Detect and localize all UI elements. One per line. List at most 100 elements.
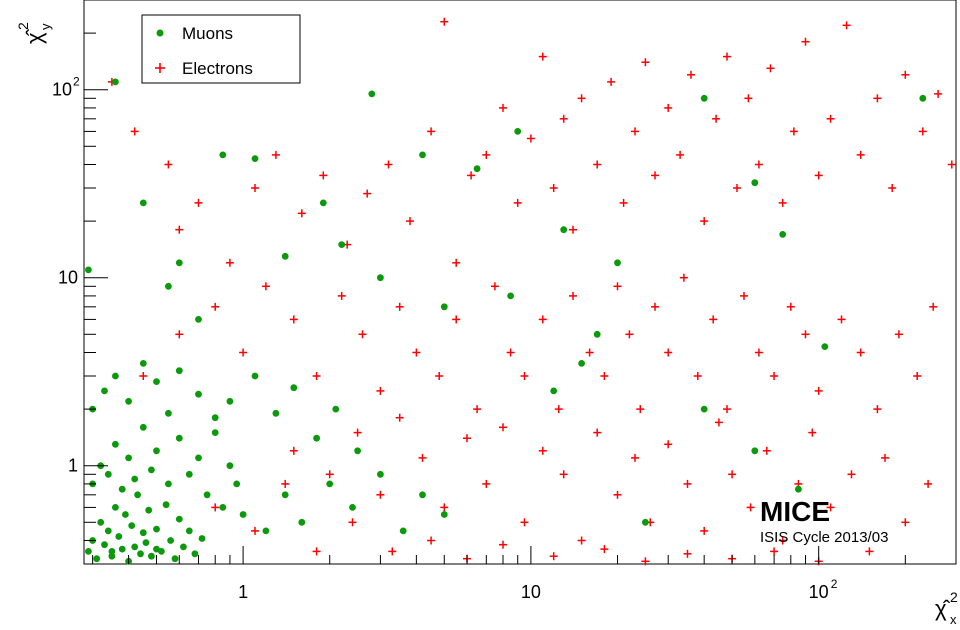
x-tick-label: 10: [809, 582, 829, 602]
svg-text:χ̂: χ̂: [935, 596, 951, 621]
electron-point: [888, 184, 897, 192]
electron-point: [506, 348, 515, 357]
muon-point: [167, 537, 175, 544]
x-axis-title: χ̂ 2 x: [935, 589, 958, 627]
electron-point: [856, 348, 865, 357]
muon-point: [700, 94, 708, 102]
muon-point: [104, 527, 112, 535]
electron-point: [577, 94, 586, 103]
electron-point: [289, 446, 298, 455]
electron-point: [924, 479, 933, 488]
electron-points: [107, 17, 956, 566]
electron-point: [593, 428, 602, 437]
y-axis-title: χ̂ 2 y: [15, 22, 53, 44]
muon-point: [137, 550, 144, 558]
electron-point: [778, 536, 787, 545]
muon-point: [93, 555, 101, 563]
electron-point: [384, 160, 393, 169]
muon-point: [112, 440, 119, 448]
electron-point: [363, 189, 372, 198]
electron-point: [766, 64, 775, 73]
muon-point: [290, 384, 298, 392]
electron-point: [554, 405, 563, 414]
electron-point: [651, 302, 659, 311]
muon-point: [198, 535, 206, 542]
muon-point: [134, 491, 142, 499]
muon-point: [185, 470, 193, 478]
muon-point: [338, 241, 346, 249]
y-axis-title-sub: y: [38, 23, 53, 30]
muon-point: [354, 447, 361, 455]
electron-point: [312, 372, 321, 380]
electron-point: [577, 536, 586, 545]
electron-point: [427, 127, 436, 136]
muon-point: [195, 316, 202, 323]
electron-point: [559, 114, 568, 123]
muon-point: [101, 387, 108, 395]
muon-point: [203, 491, 211, 499]
muon-point: [108, 552, 116, 560]
electron-point: [913, 372, 922, 380]
electron-point: [569, 225, 577, 234]
electron-point: [683, 549, 692, 558]
electron-point: [709, 315, 718, 324]
muon-point: [419, 491, 426, 499]
x-axis-title-sup: 2: [950, 589, 958, 605]
muon-point: [795, 485, 802, 493]
muon-point: [153, 525, 160, 533]
electron-point: [636, 405, 645, 414]
muon-point: [112, 78, 119, 86]
muon-point: [171, 555, 179, 563]
muon-point: [112, 504, 119, 511]
electron-point: [251, 526, 259, 535]
electron-point: [325, 470, 334, 479]
electron-point: [164, 160, 173, 169]
electron-point: [625, 330, 634, 339]
electron-point: [786, 302, 795, 311]
muon-point: [118, 485, 126, 493]
muon-point: [751, 179, 759, 187]
electron-point: [641, 557, 650, 566]
electron-point: [538, 315, 547, 324]
electron-point: [631, 127, 639, 136]
y-tick-label: 10: [58, 268, 78, 288]
muon-point: [319, 199, 327, 207]
electron-point: [376, 386, 385, 395]
electron-point: [613, 282, 622, 291]
electron-point: [376, 490, 385, 499]
electron-point: [770, 547, 779, 556]
y-axis-title-sup: 2: [15, 22, 31, 30]
muon-point: [131, 543, 139, 551]
y-tick-label-exponent: 2: [73, 75, 80, 89]
muon-point: [262, 527, 270, 535]
electron-point: [619, 198, 628, 207]
electron-point: [801, 330, 810, 339]
electron-point: [319, 171, 328, 180]
electron-point: [490, 282, 499, 291]
electron-point: [395, 302, 404, 311]
muon-point: [377, 274, 384, 282]
electron-point: [482, 479, 491, 488]
electron-point: [664, 103, 673, 112]
electron-point: [520, 372, 529, 380]
muon-point: [153, 545, 160, 553]
muon-point: [251, 372, 259, 380]
muon-point: [473, 165, 481, 173]
plot-area: [83, 0, 957, 566]
electron-point: [631, 453, 639, 462]
electron-point: [211, 503, 220, 512]
muon-point: [219, 151, 227, 159]
muon-point: [195, 454, 202, 462]
electron-point: [664, 440, 673, 449]
electron-point: [271, 150, 280, 159]
legend: Muons Electrons: [141, 14, 301, 84]
annotation-title: MICE: [760, 496, 830, 527]
muon-point: [139, 199, 147, 207]
electron-point: [700, 526, 709, 535]
electron-point: [418, 453, 427, 462]
electron-point: [585, 348, 594, 357]
x-axis: 1 10 10 2: [92, 546, 957, 602]
electron-point: [934, 89, 943, 98]
muon-point: [419, 151, 426, 159]
